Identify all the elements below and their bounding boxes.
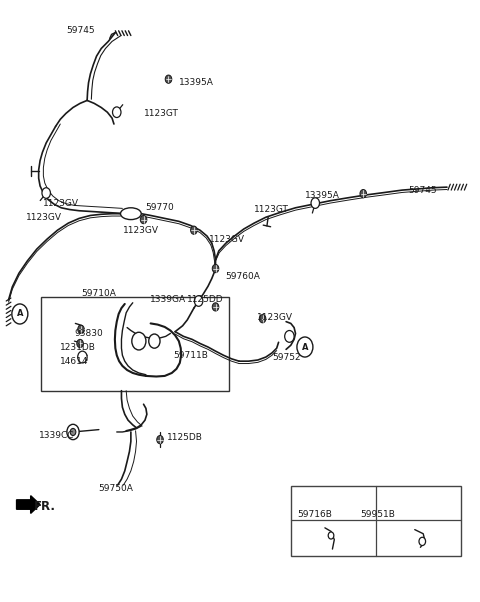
FancyBboxPatch shape (41, 297, 228, 391)
Text: FR.: FR. (34, 500, 56, 513)
Circle shape (157, 435, 163, 444)
Text: 1123GV: 1123GV (209, 235, 245, 244)
Text: A: A (301, 343, 308, 352)
Circle shape (78, 351, 87, 363)
Circle shape (311, 197, 320, 208)
Text: 1123GV: 1123GV (26, 213, 62, 222)
Text: 59752: 59752 (272, 353, 300, 362)
Text: 13395A: 13395A (305, 191, 340, 200)
Text: 59951B: 59951B (360, 510, 395, 519)
Text: 59770: 59770 (145, 203, 174, 213)
Circle shape (112, 107, 121, 117)
Text: 1231DB: 1231DB (60, 343, 96, 352)
Text: 59711B: 59711B (173, 351, 208, 360)
Circle shape (149, 334, 160, 348)
Circle shape (42, 188, 50, 198)
Circle shape (360, 190, 367, 197)
Circle shape (419, 537, 426, 545)
Circle shape (70, 429, 76, 435)
Circle shape (328, 532, 334, 539)
Circle shape (140, 216, 147, 224)
Circle shape (191, 226, 197, 234)
Polygon shape (16, 495, 40, 514)
Text: 59745: 59745 (408, 185, 437, 194)
Text: 14614: 14614 (60, 356, 89, 365)
Text: 1125DD: 1125DD (187, 296, 224, 305)
Circle shape (132, 332, 146, 350)
Text: 59760A: 59760A (225, 272, 260, 281)
Circle shape (67, 424, 79, 439)
Circle shape (212, 303, 219, 311)
Text: 59710A: 59710A (81, 290, 116, 299)
Ellipse shape (120, 208, 141, 220)
Text: 1125DB: 1125DB (167, 433, 203, 442)
Circle shape (297, 337, 313, 357)
Circle shape (12, 304, 28, 324)
Text: 59745: 59745 (66, 26, 95, 36)
Text: 1123GT: 1123GT (254, 205, 289, 214)
Text: 93830: 93830 (74, 329, 103, 338)
Circle shape (77, 340, 84, 347)
Text: 1339CC: 1339CC (39, 431, 74, 440)
Text: 59716B: 59716B (297, 510, 332, 519)
Circle shape (165, 75, 172, 83)
Text: 1123GT: 1123GT (144, 109, 179, 118)
Circle shape (78, 325, 84, 334)
Text: 59750A: 59750A (98, 484, 133, 493)
Text: 1123GV: 1123GV (43, 199, 79, 208)
Text: 13395A: 13395A (179, 78, 214, 87)
Text: 1123GV: 1123GV (256, 313, 292, 322)
FancyBboxPatch shape (291, 486, 461, 556)
Text: A: A (17, 309, 23, 318)
Circle shape (194, 296, 203, 306)
Circle shape (212, 264, 219, 273)
Circle shape (285, 330, 294, 343)
Circle shape (259, 315, 266, 323)
Text: 1339GA: 1339GA (150, 296, 186, 305)
Text: 1123GV: 1123GV (123, 226, 159, 235)
